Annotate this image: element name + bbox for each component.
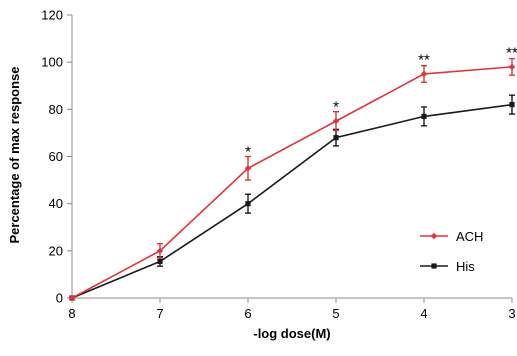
x-tick-label: 7 [156,306,163,321]
legend-swatch-marker [430,232,438,240]
x-tick-label: 6 [244,306,251,321]
y-tick-label: 20 [49,243,63,258]
x-axis-title: -log dose(M) [253,326,330,341]
y-tick-label: 100 [41,55,63,70]
data-point-ach [68,294,76,302]
y-tick-label: 40 [49,196,63,211]
legend-item-his: His [420,259,475,274]
axes: 0 20 40 60 80 100 120 8 7 6 5 4 3 [41,8,515,322]
legend-label: ACH [456,229,483,244]
data-point-ach [156,247,164,255]
x-tick-label: 5 [332,306,339,321]
data-point-ach [332,117,340,125]
x-tick-label: 8 [68,306,75,321]
legend-swatch-marker [431,263,437,269]
y-tick-label: 60 [49,149,63,164]
series-ach [68,57,516,302]
data-point-ach [420,70,428,78]
legend: ACH His [420,229,483,274]
data-point-ach [244,165,252,172]
series-layer [68,57,516,302]
y-tick-label: 120 [41,8,63,23]
data-point-his [421,113,427,120]
series-line-ach [71,66,513,299]
legend-label: His [456,259,475,274]
significance-marker: * [245,144,251,161]
data-point-his [157,258,163,265]
data-point-his [333,135,339,141]
significance-marker: ** [418,52,430,69]
x-tick-label: 4 [420,306,427,321]
significance-marker: ** [506,44,517,61]
y-tick-label: 80 [49,102,63,117]
y-tick-label: 0 [56,291,63,306]
series-line-his [71,103,513,299]
y-axis-title: Percentage of max response [7,66,22,243]
series-his [69,94,515,301]
x-tick-label: 3 [508,306,515,321]
data-point-ach [508,63,516,71]
significance-marker: * [333,99,339,116]
data-point-his [509,102,515,108]
data-point-his [245,201,251,207]
annotation-layer: **** ** [245,44,517,160]
legend-item-ach: ACH [420,229,483,244]
